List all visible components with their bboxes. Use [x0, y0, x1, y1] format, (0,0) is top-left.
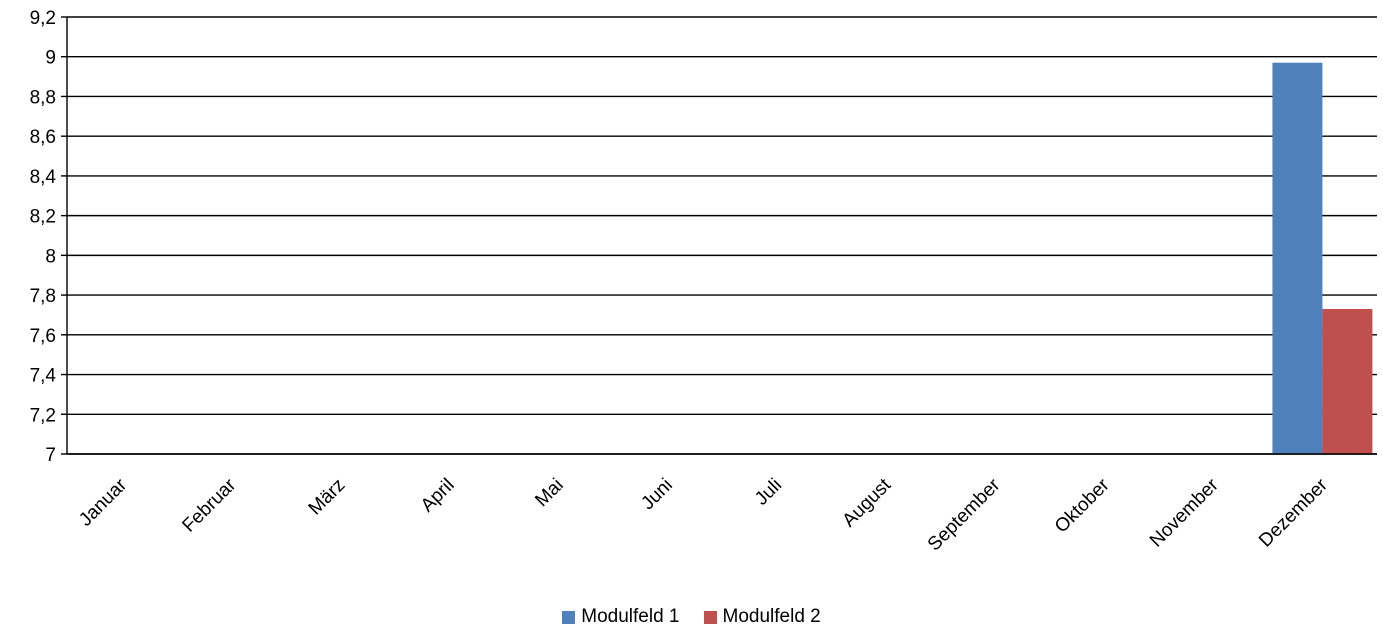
x-tick-label: Oktober [1051, 474, 1114, 537]
y-tick-label: 7,6 [30, 326, 56, 347]
y-tick-label: 8,8 [30, 87, 56, 108]
y-tick-label: 7,2 [30, 405, 56, 426]
y-tick-label: 7,4 [30, 366, 57, 387]
y-tick-label: 8 [45, 246, 56, 267]
bar-1-dezember [1272, 62, 1323, 454]
x-tick-label: März [305, 475, 350, 520]
y-tick-label: 8,4 [30, 167, 57, 188]
legend-swatch-series-2 [703, 610, 717, 624]
legend-item-series-2: Modulfeld 2 [703, 606, 821, 628]
y-tick-label: 7,8 [30, 286, 56, 307]
y-tick-label: 8,6 [30, 127, 56, 148]
x-tick-label: August [839, 474, 896, 531]
x-tick-label: Mai [531, 475, 568, 512]
x-tick-label: Dezember [1255, 474, 1332, 551]
x-tick-label: April [417, 475, 459, 517]
x-tick-label: September [924, 474, 1005, 555]
legend-label-series-1: Modulfeld 1 [581, 606, 680, 627]
x-tick-label: Juli [751, 475, 786, 510]
legend-item-series-1: Modulfeld 1 [562, 606, 680, 628]
legend-label-series-2: Modulfeld 2 [722, 606, 821, 627]
y-tick-label: 7 [45, 445, 56, 466]
x-tick-label: Februar [178, 474, 240, 536]
x-tick-label: Januar [75, 474, 131, 530]
legend: Modulfeld 1 Modulfeld 2 [0, 606, 1383, 628]
x-tick-label: November [1146, 474, 1223, 551]
y-tick-label: 8,2 [30, 207, 56, 228]
y-tick-label: 9,2 [30, 8, 56, 29]
legend-swatch-series-1 [562, 610, 576, 624]
chart-plot: 7 7,2 7,4 7,6 7,8 8 8,2 8,4 8,6 8,8 9 9,2 Januar Febr… [30, 8, 1377, 555]
y-tick-label: 9 [45, 48, 56, 69]
x-tick-label: Juni [637, 475, 676, 514]
bar-2-dezember [1322, 308, 1373, 454]
